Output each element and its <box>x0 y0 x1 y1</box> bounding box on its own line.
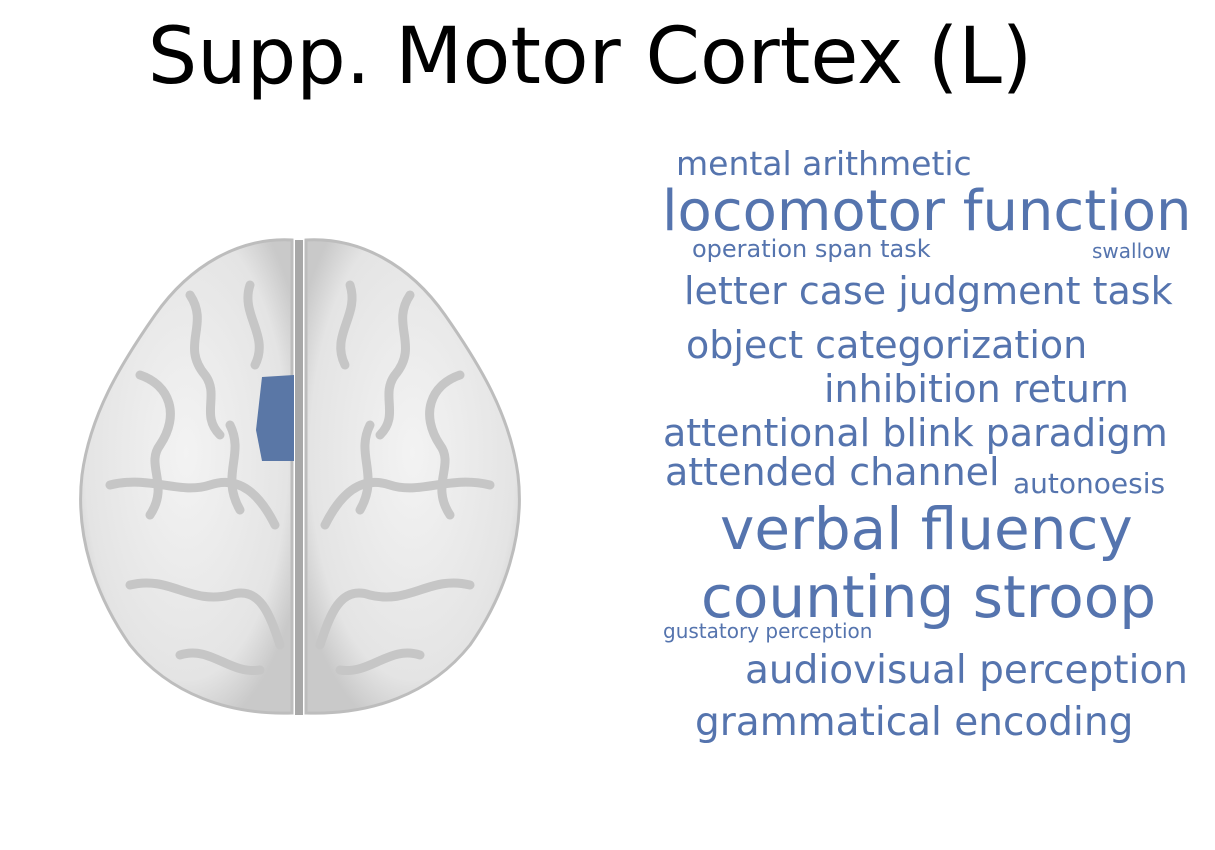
word-cloud-term: verbal fluency <box>720 495 1133 563</box>
word-cloud-term: counting stroop <box>701 563 1157 631</box>
word-cloud-term: letter case judgment task <box>684 269 1173 313</box>
word-cloud-term: attended channel <box>665 450 1000 494</box>
word-cloud-term: swallow <box>1092 239 1171 263</box>
brain-slice-image <box>70 225 530 729</box>
word-cloud-term: mental arithmetic <box>676 144 972 183</box>
word-cloud-term: grammatical encoding <box>695 700 1134 745</box>
word-cloud-term: autonoesis <box>1013 467 1166 500</box>
word-cloud-term: audiovisual perception <box>745 648 1188 693</box>
figure-title: Supp. Motor Cortex (L) <box>147 12 1033 102</box>
word-cloud-term: gustatory perception <box>663 619 873 643</box>
word-cloud-term: locomotor function <box>662 179 1192 244</box>
word-cloud-term: object categorization <box>686 323 1088 367</box>
right-hemisphere <box>304 238 521 715</box>
left-hemisphere <box>79 238 294 715</box>
word-cloud-term: inhibition return <box>824 367 1130 411</box>
word-cloud-term: attentional blink paradigm <box>663 411 1168 455</box>
brain-slice-icon <box>79 238 521 715</box>
word-cloud-term: operation span task <box>692 235 931 263</box>
highlighted-region <box>256 375 294 461</box>
